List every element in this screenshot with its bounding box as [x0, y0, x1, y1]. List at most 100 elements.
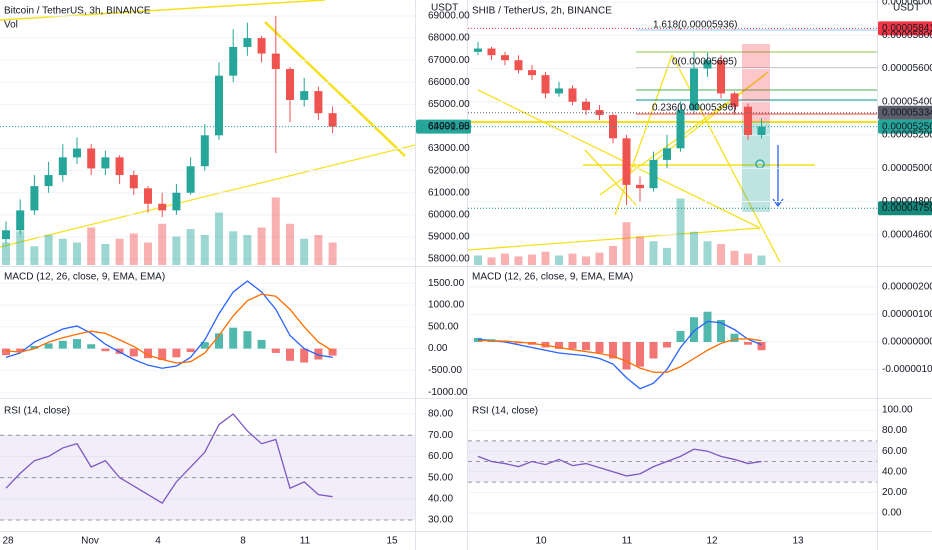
- y-tick-label: 0.00005400: [882, 96, 932, 107]
- macd-title: MACD (12, 26, close, 9, EMA, EMA): [472, 272, 633, 283]
- candle-body: [271, 53, 280, 70]
- volume-bar: [514, 256, 523, 265]
- candle-body: [501, 55, 509, 61]
- price-tag-label: 0.00005250: [882, 121, 932, 132]
- macd-histogram-bar: [58, 340, 67, 349]
- volume-bar: [676, 198, 685, 265]
- chart-title: SHIB / TetherUS, 2h, BINANCE: [472, 6, 612, 17]
- macd-histogram-bar: [717, 319, 725, 342]
- volume-bar: [555, 255, 563, 265]
- volume-bar: [649, 241, 658, 265]
- volume-bar: [541, 251, 550, 265]
- macd-histogram-bar: [73, 339, 81, 349]
- x-tick-label: 11: [300, 536, 311, 547]
- macd-histogram-bar: [243, 331, 252, 349]
- volume-bar: [129, 233, 138, 265]
- candle-body: [555, 88, 563, 94]
- price-tag: [878, 21, 932, 36]
- y-tick-label: 65000.00: [428, 99, 470, 110]
- candle-body: [243, 38, 252, 47]
- macd-histogram-bar: [622, 341, 631, 370]
- price-axis: 58000.00 59000.00 60000.00 61000.00 62000.00…: [428, 11, 470, 526]
- macd-histogram-bar: [158, 348, 167, 360]
- candle-body: [200, 135, 209, 167]
- volume-bar: [2, 242, 10, 265]
- signal-line: [5, 293, 333, 364]
- y-tick-label: 58000.00: [428, 254, 470, 265]
- y-tick-label: 0.00005800: [882, 30, 932, 41]
- macd-histogram-bar: [663, 341, 671, 348]
- macd-histogram-bar: [690, 317, 698, 342]
- volume-bar: [568, 253, 577, 265]
- macd-histogram-bar: [676, 330, 685, 342]
- y-tick-label: 40.00: [882, 466, 907, 477]
- rsi-band: [468, 440, 877, 483]
- macd-histogram-bar: [514, 341, 523, 344]
- macd-histogram-bar: [16, 348, 25, 353]
- candle-body: [300, 91, 309, 100]
- candle-body: [703, 60, 712, 69]
- price-tag-label: 63991.85: [428, 121, 470, 132]
- volume-bar: [144, 242, 152, 265]
- fib-label: 1.618(0.00005936): [653, 20, 738, 31]
- candle-body: [215, 75, 223, 136]
- candle-body: [541, 75, 550, 94]
- volume-bar: [229, 231, 238, 265]
- y-tick-label: 0.00: [428, 343, 448, 354]
- volume-bar: [115, 238, 124, 265]
- y-tick-label: 68000.00: [428, 33, 470, 44]
- y-tick-label: 0.00000200: [882, 282, 932, 293]
- volume-bar: [595, 252, 604, 265]
- y-tick-label: 70.00: [428, 430, 453, 441]
- macd-histogram-bar: [649, 341, 658, 359]
- candle-body: [676, 110, 685, 149]
- y-tick-label: 60000.00: [428, 209, 470, 220]
- volume-bar: [101, 244, 110, 265]
- macd-line: [477, 320, 762, 390]
- candle-body: [16, 210, 25, 231]
- volume-bar: [271, 197, 280, 265]
- y-tick-label: 80.00: [428, 409, 453, 420]
- volume-bar: [30, 246, 39, 265]
- y-tick-label: 0.00004800: [882, 196, 932, 207]
- axis-unit: USDT: [893, 3, 920, 14]
- drawings-left: [0, 0, 416, 248]
- y-tick-label: 63000.00: [428, 143, 470, 154]
- candle-body: [129, 175, 138, 189]
- volume-bar: [257, 227, 266, 265]
- macd-title: MACD (12, 26, close, 9, EMA, EMA): [4, 272, 165, 283]
- macd-histogram-bar: [101, 348, 110, 352]
- volume-bar: [44, 235, 53, 265]
- rsi-title: RSI (14, close): [4, 406, 70, 417]
- macd-histogram-bar: [300, 348, 309, 363]
- volume-bar: [73, 242, 81, 265]
- y-tick-label: 0.00000100: [882, 309, 932, 320]
- y-tick-label: 0.00005600: [882, 63, 932, 74]
- x-tick-label: 13: [792, 536, 804, 547]
- candle-body: [636, 184, 644, 189]
- volume-bar: [200, 235, 209, 265]
- candle-body: [44, 175, 53, 187]
- candle-body: [87, 148, 96, 169]
- y-tick-label: 0.00: [882, 508, 902, 519]
- volume-bar: [636, 236, 644, 265]
- macd-histogram-bar: [744, 341, 752, 345]
- candle-body: [257, 38, 266, 54]
- y-tick-label: 80.00: [882, 425, 907, 436]
- volume-bar: [243, 235, 252, 265]
- y-tick-label: 100.00: [882, 405, 913, 416]
- chart-title: Bitcoin / TetherUS, 3h, BINANCE: [4, 6, 151, 17]
- candle-body: [229, 46, 238, 76]
- candle-body: [30, 186, 39, 211]
- macd-histogram-bar: [172, 348, 181, 358]
- macd-histogram-bar: [200, 342, 209, 349]
- macd-histogram-bar: [328, 348, 337, 356]
- price-tag: [878, 105, 932, 120]
- macd-histogram-bar: [215, 333, 223, 349]
- macd-line: [5, 280, 333, 369]
- candle-body: [514, 60, 523, 71]
- macd-histogram-bar: [582, 341, 590, 351]
